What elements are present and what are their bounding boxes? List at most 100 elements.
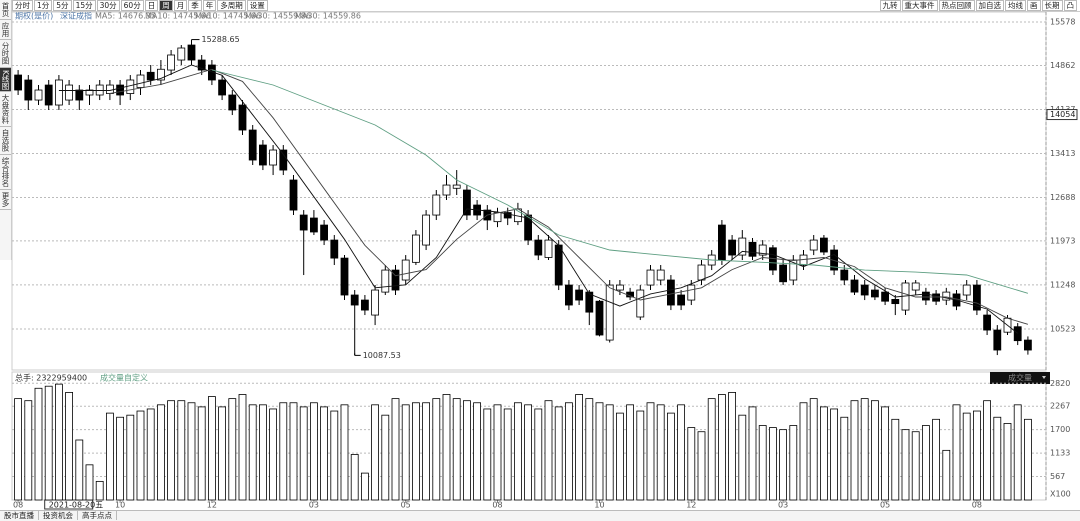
volume-bar <box>514 402 522 501</box>
sidebar-tab[interactable]: 首页 <box>0 0 11 20</box>
volume-bar <box>983 400 991 501</box>
period-tab[interactable]: 月 <box>173 0 188 11</box>
period-tab[interactable]: 1分 <box>34 0 53 11</box>
sidebar-tab[interactable]: 分时图 <box>0 40 11 68</box>
volume-bar <box>1024 418 1032 501</box>
cursor-price: 14054 <box>1050 110 1075 119</box>
period-tab[interactable]: 周 <box>159 0 173 11</box>
tool-button[interactable]: 画 <box>1027 0 1041 11</box>
y-tick-label: 10523 <box>1050 324 1075 333</box>
volume-bar <box>442 394 451 501</box>
sidebar-tab[interactable]: 更多 <box>0 190 11 210</box>
tool-button[interactable]: 九转 <box>879 0 901 11</box>
bottom-tab[interactable]: 投资机会 <box>39 511 78 520</box>
candle-body <box>942 291 951 301</box>
candle-body <box>401 259 410 281</box>
volume-bar <box>156 404 165 501</box>
candle-body <box>891 298 900 305</box>
period-tab[interactable]: 分时 <box>12 0 33 11</box>
candle-body <box>544 239 553 258</box>
sidebar-tab[interactable]: 大盘资料 <box>0 92 11 128</box>
volume-bar <box>860 398 869 501</box>
volume-tick-label: 2820 <box>1050 379 1070 388</box>
candle-body <box>228 94 237 111</box>
candle-body <box>809 239 818 251</box>
candle-body <box>850 279 859 293</box>
x-tick-label: 03 <box>309 501 319 510</box>
period-tab[interactable]: 年 <box>202 0 217 11</box>
volume-bar <box>126 414 135 501</box>
volume-bar <box>309 402 318 501</box>
candle-body <box>55 79 63 106</box>
bottom-tab[interactable]: 高手点点 <box>78 511 117 520</box>
volume-bar <box>697 431 706 501</box>
volume-bar <box>952 404 961 501</box>
volume-bar <box>177 400 186 501</box>
volume-button-label[interactable]: 成交量 <box>1008 373 1032 383</box>
bottom-tabs: 股市直播 投资机会 高手点点 <box>0 510 1080 521</box>
period-tab[interactable]: 15分 <box>72 0 96 11</box>
volume-bar <box>932 418 940 501</box>
period-tab[interactable]: 日 <box>144 0 159 11</box>
period-tab[interactable]: 30分 <box>96 0 120 11</box>
volume-bar <box>34 387 43 501</box>
volume-bar <box>503 408 512 501</box>
y-tick-label: 12688 <box>1050 193 1075 202</box>
candle-body <box>718 224 726 261</box>
volume-bar <box>871 400 879 501</box>
candle-body <box>697 264 706 281</box>
period-tab[interactable]: 设置 <box>246 0 268 11</box>
candle-body <box>534 239 543 256</box>
sidebar-tab[interactable]: K线图 <box>0 67 11 93</box>
candle-body <box>860 284 869 296</box>
volume-bar <box>228 398 237 501</box>
volume-bar <box>677 404 685 501</box>
x-tick-label: 10 <box>594 501 604 510</box>
candle-body <box>116 84 124 96</box>
tool-button[interactable]: 凸 <box>1063 0 1077 11</box>
dropdown-arrow[interactable] <box>1042 376 1046 379</box>
volume-bar <box>299 406 308 501</box>
volume-bar <box>452 398 461 501</box>
volume-bar <box>320 406 329 501</box>
volume-bar <box>371 404 380 501</box>
period-tab[interactable]: 5分 <box>53 0 72 11</box>
candle-body <box>85 89 94 96</box>
volume-bar <box>820 406 828 501</box>
volume-bar <box>565 402 573 501</box>
period-tab[interactable]: 多周期 <box>217 0 246 11</box>
volume-bar <box>106 412 114 501</box>
candle-body <box>932 293 940 302</box>
bottom-tab[interactable]: 股市直播 <box>0 511 39 520</box>
tool-button[interactable]: 均线 <box>1005 0 1026 11</box>
candle-body <box>391 269 400 291</box>
volume-bar <box>473 402 482 501</box>
candle-body <box>820 237 828 253</box>
candle-body <box>167 54 176 71</box>
volume-bar <box>330 410 339 501</box>
tool-button[interactable]: 长期 <box>1041 0 1063 11</box>
candle-body <box>126 79 135 94</box>
sidebar-tab[interactable]: 自选股 <box>0 127 11 155</box>
period-tab[interactable]: 季 <box>188 0 202 11</box>
sidebar-tab[interactable]: 综合排名 <box>0 155 11 190</box>
y-tick-label: 15578 <box>1050 18 1075 27</box>
candle-body <box>258 144 267 166</box>
volume-bar <box>738 414 747 501</box>
volume-bar <box>687 427 696 501</box>
candle-body <box>381 269 390 293</box>
index-name: 深证成指 <box>60 11 92 21</box>
tool-button[interactable]: 热点回顾 <box>938 0 975 11</box>
sidebar: 首页 应用 分时图 K线图 大盘资料 自选股 综合排名 更多 <box>0 0 12 260</box>
candle-body <box>442 184 451 196</box>
volume-button[interactable] <box>990 372 1050 384</box>
volume-bar <box>55 383 63 501</box>
period-tab[interactable]: 60分 <box>120 0 144 11</box>
sidebar-tab[interactable]: 应用 <box>0 20 11 40</box>
tool-button[interactable]: 加自选 <box>975 0 1004 11</box>
tool-button[interactable]: 重大事件 <box>901 0 938 11</box>
candle-body <box>422 214 431 246</box>
volume-tick-label: 1133 <box>1050 449 1070 458</box>
y-tick-label: 13413 <box>1050 149 1075 158</box>
